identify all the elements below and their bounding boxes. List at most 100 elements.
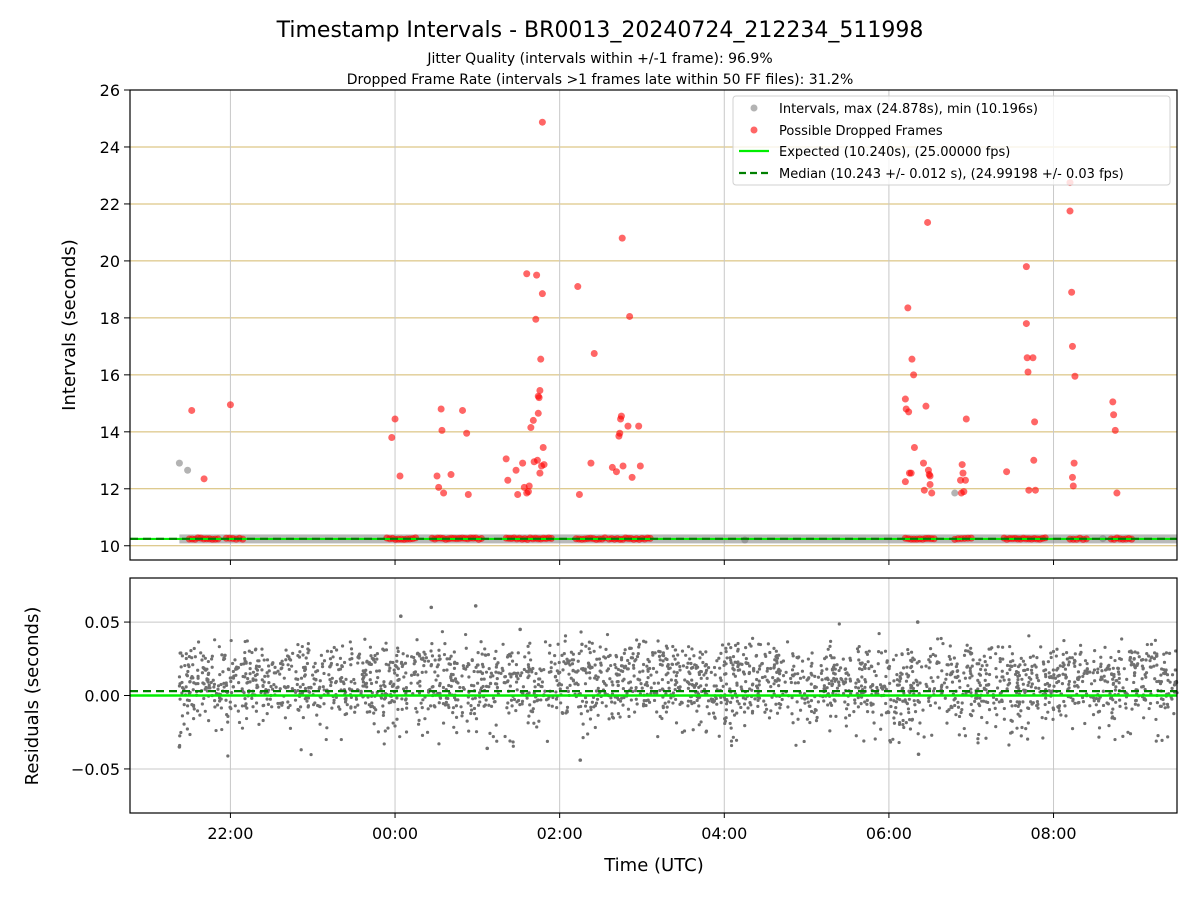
residual-point xyxy=(778,672,782,676)
residual-point xyxy=(793,681,797,685)
residual-point xyxy=(467,675,471,679)
residual-point xyxy=(1172,712,1176,716)
residual-point xyxy=(448,657,452,661)
residual-point xyxy=(1024,673,1028,677)
residual-point xyxy=(744,657,748,661)
residual-point xyxy=(452,666,457,670)
residual-point xyxy=(724,716,728,720)
residual-point xyxy=(806,700,810,704)
residual-point xyxy=(658,714,662,719)
residual-point xyxy=(945,663,949,667)
residual-point xyxy=(451,679,455,683)
residual-point xyxy=(363,637,367,641)
residual-point xyxy=(948,644,952,648)
residual-point xyxy=(322,702,326,706)
residual-point xyxy=(479,686,484,690)
residual-point xyxy=(1019,709,1023,713)
residual-point xyxy=(1028,655,1032,659)
residual-point xyxy=(218,673,222,677)
residual-point xyxy=(581,666,585,671)
residual-point xyxy=(1076,670,1081,674)
residual-point xyxy=(464,667,468,671)
residual-point xyxy=(976,737,980,741)
dropped-frame-point xyxy=(619,462,627,470)
residual-point xyxy=(214,728,218,733)
residual-point xyxy=(645,664,649,668)
residual-point xyxy=(269,684,273,689)
residual-point xyxy=(587,640,592,644)
residual-point xyxy=(1107,724,1111,728)
residual-point xyxy=(755,686,760,690)
residual-point xyxy=(679,700,683,704)
residual-point xyxy=(687,670,691,674)
residual-point xyxy=(605,669,609,673)
residual-point xyxy=(1144,658,1148,662)
residual-point xyxy=(510,704,514,708)
residual-point xyxy=(1046,710,1050,714)
residual-point xyxy=(227,667,231,672)
residual-point xyxy=(1081,674,1085,679)
residual-point xyxy=(966,649,970,653)
dropped-frame-point xyxy=(539,443,547,451)
residual-point xyxy=(871,710,875,714)
residual-point xyxy=(1070,656,1074,660)
residual-point xyxy=(506,653,510,658)
residual-point xyxy=(254,647,258,651)
residual-point xyxy=(756,698,760,703)
residual-point xyxy=(658,688,662,693)
residual-point xyxy=(247,649,251,653)
residual-point xyxy=(232,674,236,678)
residual-point xyxy=(419,701,423,705)
residual-point xyxy=(368,678,372,682)
residual-point xyxy=(392,668,396,672)
residual-point xyxy=(1111,707,1115,711)
residual-point xyxy=(867,649,871,653)
residual-point xyxy=(1001,657,1005,661)
residual-point xyxy=(664,644,669,648)
dropped-frame-point xyxy=(904,304,912,312)
residual-point xyxy=(889,698,893,702)
residual-point xyxy=(464,632,468,637)
residual-point xyxy=(1059,713,1063,717)
residual-ytick-label: −0.05 xyxy=(71,760,120,779)
residual-point xyxy=(871,682,875,687)
residual-point xyxy=(494,649,498,653)
residual-point xyxy=(643,683,647,687)
residual-point xyxy=(750,709,755,713)
residual-point xyxy=(1019,734,1023,738)
residual-point xyxy=(968,666,972,670)
residual-point xyxy=(663,701,667,705)
residual-point xyxy=(328,657,333,661)
residual-point xyxy=(387,663,391,667)
residual-point xyxy=(699,720,703,724)
residual-point xyxy=(363,682,368,686)
residual-point xyxy=(489,704,494,708)
residual-point xyxy=(1149,642,1154,646)
residual-point xyxy=(943,696,947,700)
residual-point xyxy=(983,668,988,672)
residual-point xyxy=(486,653,491,657)
residual-point xyxy=(423,652,427,656)
residual-point xyxy=(469,704,473,708)
residual-point xyxy=(719,651,723,655)
dropped-frame-point xyxy=(587,459,595,467)
residual-point xyxy=(1166,705,1170,709)
residual-point xyxy=(957,679,962,683)
residual-point xyxy=(786,705,790,709)
residual-point xyxy=(487,703,491,707)
residual-point xyxy=(812,711,816,715)
residual-point xyxy=(396,707,400,712)
residual-point xyxy=(415,638,419,642)
residual-point xyxy=(957,733,961,737)
residual-point xyxy=(265,671,269,675)
residual-point xyxy=(640,686,644,690)
residual-point xyxy=(303,668,307,673)
residual-point xyxy=(834,714,838,718)
residual-point xyxy=(1091,696,1096,700)
residual-point xyxy=(307,648,311,652)
residual-point xyxy=(374,680,379,684)
residual-point xyxy=(1117,676,1121,681)
residual-point xyxy=(904,721,908,725)
residual-point xyxy=(201,654,205,658)
